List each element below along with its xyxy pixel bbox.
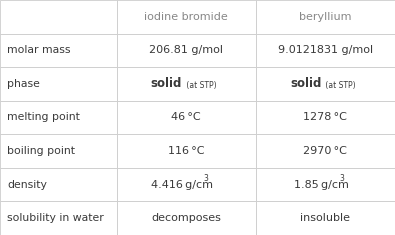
Text: 116 °C: 116 °C (168, 146, 204, 156)
Text: (at STP): (at STP) (323, 81, 356, 90)
Text: melting point: melting point (7, 113, 80, 122)
Text: molar mass: molar mass (7, 45, 71, 55)
Bar (256, 67, 395, 101)
Bar (0, 0, 117, 34)
Text: 206.81 g/mol: 206.81 g/mol (149, 45, 223, 55)
Bar (0, 101, 117, 134)
Bar (256, 34, 395, 67)
Bar (117, 0, 256, 34)
Text: decomposes: decomposes (151, 213, 221, 223)
Text: iodine bromide: iodine bromide (144, 12, 228, 22)
Bar (0, 34, 117, 67)
Text: 3: 3 (339, 174, 344, 183)
Text: insoluble: insoluble (300, 213, 350, 223)
Bar (117, 101, 256, 134)
Text: beryllium: beryllium (299, 12, 352, 22)
Bar (117, 34, 256, 67)
Bar (256, 168, 395, 201)
Bar (256, 201, 395, 235)
Bar (117, 201, 256, 235)
Text: 1.85 g/cm: 1.85 g/cm (294, 180, 349, 190)
Bar (117, 67, 256, 101)
Text: (at STP): (at STP) (184, 81, 217, 90)
Bar (0, 201, 117, 235)
Bar (0, 134, 117, 168)
Text: 46 °C: 46 °C (171, 113, 201, 122)
Text: 9.0121831 g/mol: 9.0121831 g/mol (278, 45, 373, 55)
Bar (256, 101, 395, 134)
Text: 1278 °C: 1278 °C (303, 113, 347, 122)
Text: 2970 °C: 2970 °C (303, 146, 347, 156)
Text: boiling point: boiling point (7, 146, 75, 156)
Text: density: density (7, 180, 47, 190)
Bar (0, 67, 117, 101)
Text: phase: phase (7, 79, 40, 89)
Bar (256, 134, 395, 168)
Text: solubility in water: solubility in water (7, 213, 104, 223)
Bar (117, 168, 256, 201)
Text: 3: 3 (204, 174, 209, 183)
Text: solid: solid (290, 77, 322, 90)
Bar (0, 168, 117, 201)
Bar (117, 134, 256, 168)
Text: 4.416 g/cm: 4.416 g/cm (151, 180, 213, 190)
Text: solid: solid (151, 77, 182, 90)
Bar (256, 0, 395, 34)
